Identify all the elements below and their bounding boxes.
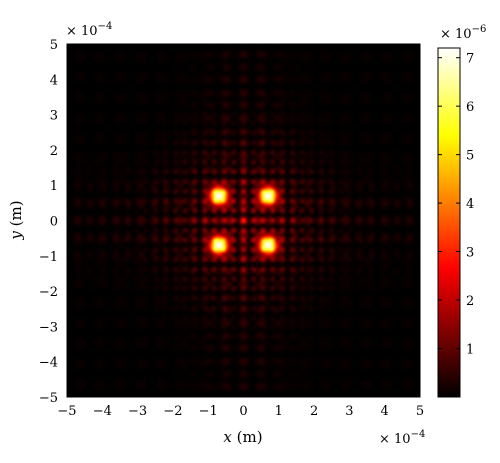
y-tick-label: 4 bbox=[50, 73, 58, 88]
x-tick-label: 3 bbox=[345, 404, 353, 419]
y-tick-label: −1 bbox=[39, 250, 58, 265]
x-tick-label: −3 bbox=[128, 404, 147, 419]
colorbar-ticks: 1 2 3 4 5 6 7 bbox=[438, 52, 474, 358]
x-tick-label: 0 bbox=[239, 404, 247, 419]
x-tick-label: −4 bbox=[93, 404, 112, 419]
colorbar-tick-label: 1 bbox=[466, 343, 474, 358]
colorbar-exponent-label: × 10−6 bbox=[440, 24, 486, 42]
x-exponent-label: × 10−4 bbox=[379, 429, 425, 447]
y-exponent-label: × 10−4 bbox=[66, 21, 112, 39]
x-tick-label: 5 bbox=[416, 404, 424, 419]
colorbar-tick-label: 2 bbox=[466, 294, 474, 309]
y-tick-label: −5 bbox=[39, 391, 58, 406]
colorbar-tick-label: 6 bbox=[466, 100, 474, 115]
y-tick-label: 1 bbox=[50, 179, 58, 194]
y-axis-label: y (m) bbox=[7, 200, 25, 240]
y-tick-label: 5 bbox=[50, 38, 58, 53]
colorbar-tick-label: 4 bbox=[466, 197, 474, 212]
y-tick-label: −3 bbox=[39, 320, 58, 335]
colorbar-tick-label: 7 bbox=[466, 52, 474, 67]
heatmap-image bbox=[67, 44, 420, 397]
colorbar-tick-label: 5 bbox=[466, 149, 474, 164]
x-tick-label: −1 bbox=[199, 404, 218, 419]
x-tick-label: 1 bbox=[275, 404, 283, 419]
y-tick-label: 2 bbox=[50, 144, 58, 159]
heatmap-plot bbox=[66, 43, 421, 398]
y-tick-label: 0 bbox=[50, 215, 58, 230]
x-axis-label: x (m) bbox=[223, 428, 262, 446]
colorbar: 1 2 3 4 5 6 7 × 10−6 bbox=[437, 24, 486, 398]
colorbar-gradient bbox=[437, 47, 461, 398]
y-tick-label: −2 bbox=[39, 285, 58, 300]
y-axis: −5 −4 −3 −2 −1 0 1 2 3 4 5 bbox=[39, 38, 420, 406]
x-tick-label: −2 bbox=[163, 404, 182, 419]
x-tick-label: −5 bbox=[57, 404, 76, 419]
x-axis: −5 −4 −3 −2 −1 0 1 2 3 4 5 bbox=[57, 44, 424, 419]
colorbar-tick-label: 3 bbox=[466, 246, 474, 261]
y-tick-label: −4 bbox=[39, 356, 58, 371]
y-tick-label: 3 bbox=[50, 109, 58, 124]
x-tick-label: 2 bbox=[310, 404, 318, 419]
x-tick-label: 4 bbox=[381, 404, 389, 419]
